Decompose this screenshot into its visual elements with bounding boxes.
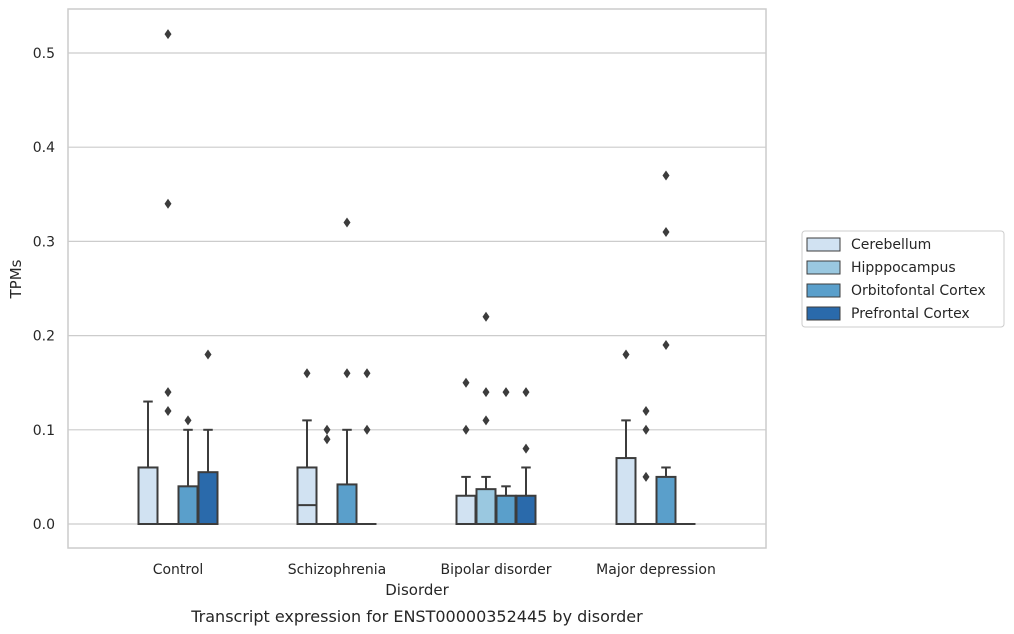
x-tick-label: Schizophrenia [288, 562, 386, 578]
outlier-point [343, 368, 351, 379]
x-axis-label: Disorder [385, 581, 449, 599]
outlier-point [482, 387, 490, 398]
y-tick-labels: 0.0 0.1 0.2 0.3 0.4 0.5 [33, 46, 55, 533]
legend-frame [801, 230, 1005, 328]
x-tick-label: Bipolar disorder [440, 562, 551, 578]
legend-swatch [806, 306, 841, 321]
outlier-point [662, 226, 670, 237]
x-tick-label: Major depression [596, 562, 716, 578]
box-2-0 [455, 377, 477, 525]
box-3-1 [636, 405, 656, 525]
box-body [137, 466, 159, 526]
box-body [177, 485, 199, 526]
box-0-1 [158, 29, 178, 525]
y-tick-label: 0.5 [33, 46, 55, 62]
plot-area-frame [67, 8, 767, 549]
box-body [495, 494, 517, 525]
outlier-point [482, 415, 490, 426]
box-3-0 [615, 349, 637, 525]
box-1-0 [296, 368, 318, 526]
box-body [296, 466, 318, 526]
box-body [336, 483, 358, 526]
outlier-point [482, 311, 490, 322]
box-1-2 [336, 217, 358, 526]
legend-swatch [806, 283, 841, 298]
box-body [197, 471, 219, 526]
legend-label: Prefrontal Cortex [851, 306, 970, 322]
box-1-3 [357, 368, 377, 525]
outlier-point [462, 424, 470, 435]
y-tick-label: 0.3 [33, 234, 55, 250]
outlier-point [204, 349, 212, 360]
x-tick-label: Control [153, 562, 204, 578]
outlier-point [164, 198, 172, 209]
box-2-1 [475, 311, 497, 525]
legend: Cerebellum Hipppocampus Orbitofontal Corte… [801, 230, 1005, 328]
box-2-3 [515, 387, 537, 525]
box-2-2 [495, 387, 517, 525]
outlier-point [642, 424, 650, 435]
outlier-point [164, 405, 172, 416]
box-0-2 [177, 415, 199, 526]
y-tick-label: 0.1 [33, 423, 55, 439]
box-groups [137, 29, 696, 526]
y-tick-label: 0.2 [33, 329, 55, 345]
legend-label: Orbitofontal Cortex [851, 283, 986, 299]
outlier-point [363, 368, 371, 379]
outlier-point [323, 424, 331, 435]
outlier-point [462, 377, 470, 388]
y-axis-label: TPMs [7, 259, 25, 299]
outlier-point [522, 387, 530, 398]
outlier-point [323, 434, 331, 445]
outlier-point [642, 471, 650, 482]
box-body [515, 494, 537, 525]
box-body [655, 475, 677, 525]
outlier-point [522, 443, 530, 454]
outlier-point [502, 387, 510, 398]
box-body [455, 494, 477, 525]
outlier-point [303, 368, 311, 379]
outlier-point [164, 29, 172, 40]
legend-swatch [806, 260, 841, 275]
box-1-1 [317, 424, 337, 525]
legend-swatch [806, 237, 841, 252]
box-body [475, 488, 497, 525]
y-tick-label: 0.4 [33, 140, 55, 156]
chart-caption: Transcript expression for ENST0000035244… [190, 607, 643, 626]
box-body [615, 457, 637, 525]
legend-label: Hipppocampus [851, 260, 956, 276]
y-tick-label: 0.0 [33, 517, 55, 533]
outlier-point [343, 217, 351, 228]
box-0-0 [137, 400, 159, 526]
outlier-point [622, 349, 630, 360]
outlier-point [363, 424, 371, 435]
outlier-point [642, 405, 650, 416]
legend-label: Cerebellum [851, 237, 931, 253]
x-tick-labels: Control Schizophrenia Bipolar disorder Majo… [153, 562, 716, 578]
box-3-2 [655, 170, 677, 525]
box-0-3 [197, 349, 219, 526]
outlier-point [164, 387, 172, 398]
outlier-point [662, 340, 670, 351]
outlier-point [662, 170, 670, 181]
outlier-point [184, 415, 192, 426]
